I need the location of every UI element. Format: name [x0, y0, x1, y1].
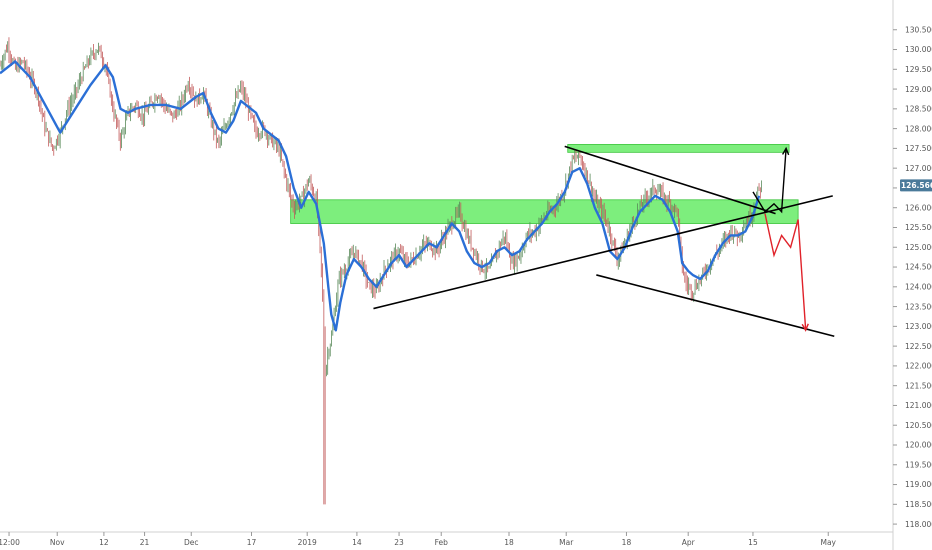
y-tick-label: 120.000 [905, 441, 932, 450]
x-tick-label: 14 [352, 538, 362, 547]
x-tick-label: Mar [559, 538, 574, 547]
x-tick-label: Dec [184, 538, 199, 547]
x-tick-label: 18 [504, 538, 514, 547]
x-tick-label: 15 [748, 538, 758, 547]
y-tick-label: 125.000 [905, 243, 932, 252]
y-tick-label: 129.000 [905, 85, 932, 94]
last-price-badge [900, 179, 932, 192]
y-tick-label: 128.000 [905, 124, 932, 133]
trendline[interactable] [373, 195, 833, 310]
x-tick-label: 2019 [298, 538, 317, 547]
y-tick-label: 119.500 [905, 460, 932, 469]
y-tick-label: 126.000 [905, 203, 932, 212]
x-tick-label: Nov [50, 538, 65, 547]
bullish-projection-path [752, 148, 787, 214]
x-tick-label: 12 [99, 538, 109, 547]
projections-layer [752, 146, 809, 332]
y-tick-label: 124.000 [905, 283, 932, 292]
y-tick-label: 119.000 [905, 480, 932, 489]
bullish-projection-arrowhead [781, 146, 790, 156]
x-tick-label: 18 [622, 538, 632, 547]
y-tick-label: 121.000 [905, 401, 932, 410]
y-tick-label: 124.500 [905, 263, 932, 272]
x-tick-label: Apr [682, 538, 696, 547]
last-price-label: 126.566 [901, 181, 932, 190]
x-tick-label: 12:00 [0, 538, 20, 547]
resistance-zones-layer [290, 144, 799, 224]
y-tick-label: 120.500 [905, 421, 932, 430]
resistance-zone [567, 144, 790, 153]
trendline[interactable] [596, 274, 835, 338]
x-tick-label: May [820, 538, 836, 547]
x-tick-label: 17 [247, 538, 257, 547]
y-tick-label: 128.500 [905, 105, 932, 114]
price-layer [0, 37, 763, 505]
bearish-projection-path [764, 213, 807, 331]
bearish-projection-arrowhead [801, 323, 809, 332]
moving-average-layer [0, 60, 761, 332]
y-tick-label: 127.500 [905, 144, 932, 153]
y-tick-label: 127.000 [905, 164, 932, 173]
y-tick-label: 123.000 [905, 322, 932, 331]
moving-average-line [0, 60, 761, 332]
y-tick-label: 121.500 [905, 381, 932, 390]
y-tick-label: 122.500 [905, 342, 932, 351]
y-tick-label: 125.500 [905, 223, 932, 232]
trendlines-layer [373, 145, 835, 338]
trendline[interactable] [564, 145, 776, 215]
y-tick-label: 123.500 [905, 302, 932, 311]
x-tick-label: Feb [435, 538, 449, 547]
y-tick-label: 122.000 [905, 362, 932, 371]
x-tick-label: 23 [394, 538, 404, 547]
y-tick-label: 130.000 [905, 45, 932, 54]
y-tick-label: 118.500 [905, 500, 932, 509]
y-tick-label: 129.500 [905, 65, 932, 74]
y-tick-label: 118.000 [905, 520, 932, 529]
y-tick-label: 130.500 [905, 25, 932, 34]
x-tick-label: 21 [140, 538, 150, 547]
